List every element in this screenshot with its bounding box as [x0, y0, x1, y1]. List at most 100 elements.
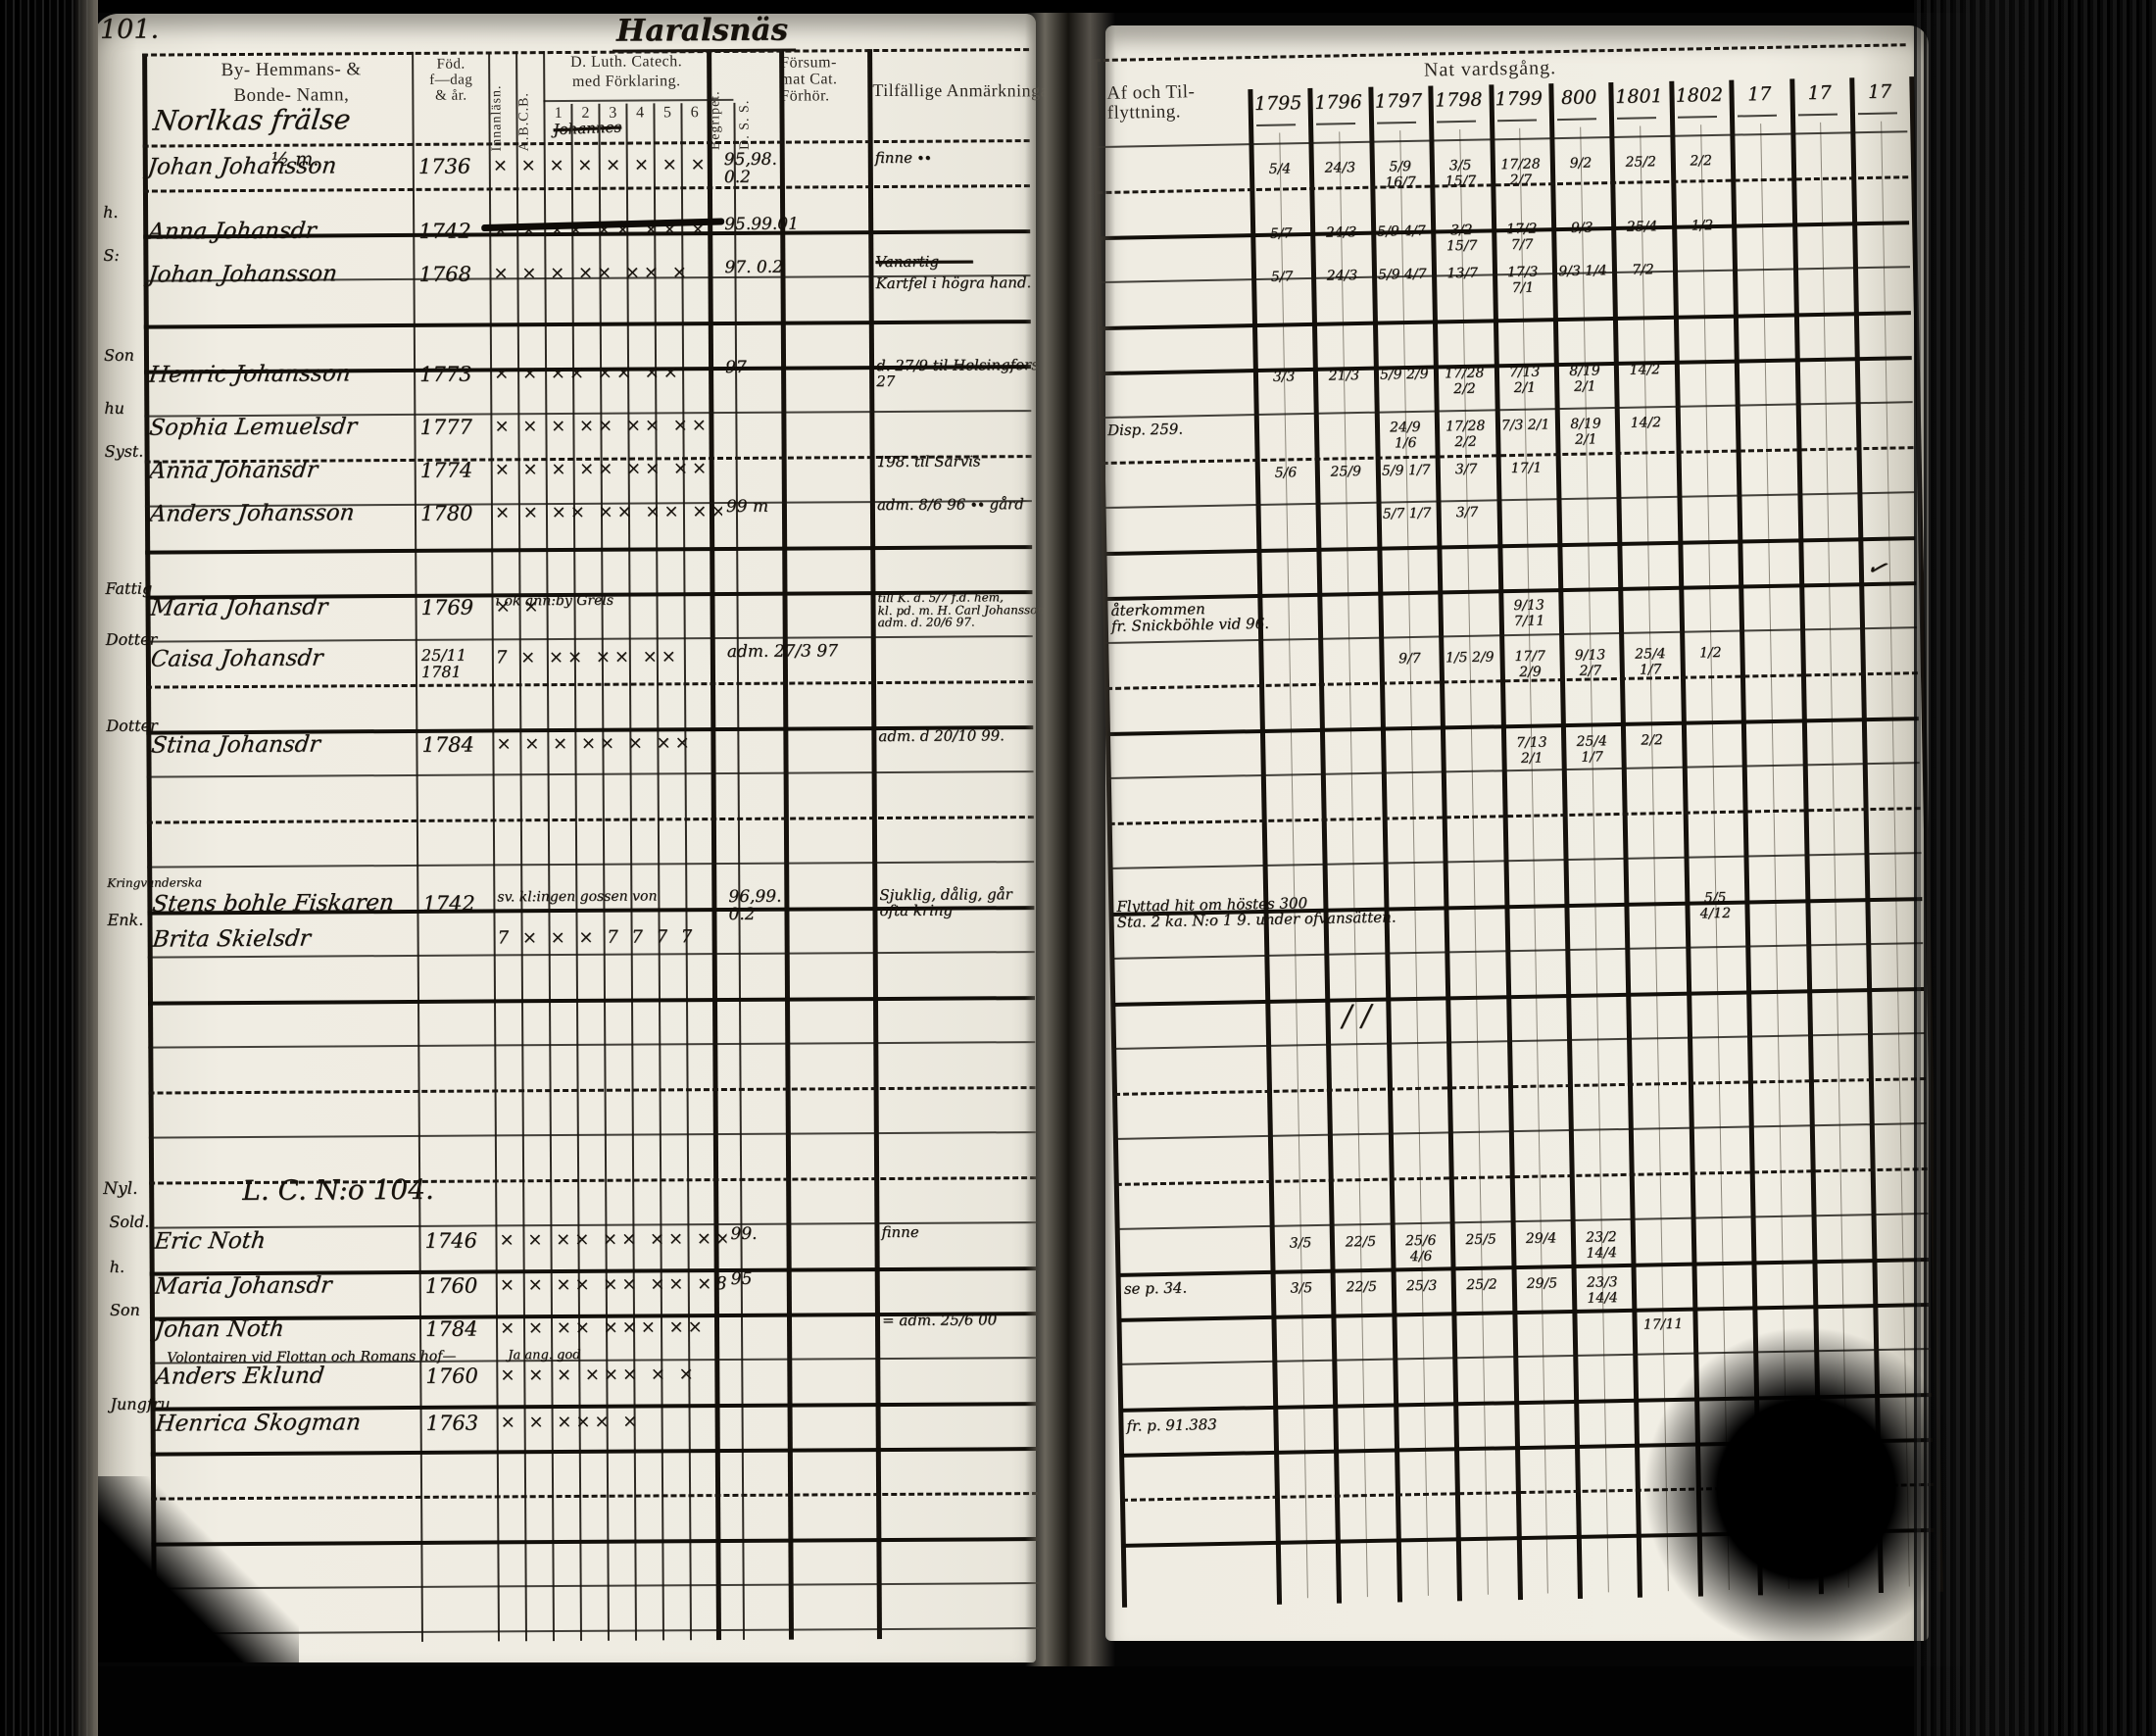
header-catechism-line1: D. Luth. Catech. — [570, 53, 683, 71]
year-label: 1798 — [1434, 88, 1483, 112]
communion-date: 5/4 — [1268, 161, 1292, 177]
row-prefix: Kringvanderska — [107, 875, 203, 890]
communion-date: 5/9 4/7 — [1377, 266, 1427, 283]
birth-year: 1784 — [421, 732, 474, 757]
catechism-marks: × × × ×× ×× ×× — [494, 460, 711, 480]
scan-border-bottom — [0, 1666, 2156, 1736]
right-rows: 5/4 24/3 5/9 16/7 3/5 15/7 17/28 2/7 9/2 25/2 2… — [1090, 18, 1913, 1435]
communion-date: 21/3 — [1328, 368, 1360, 384]
birth-year: 1780 — [419, 501, 473, 525]
birth-year: 1763 — [425, 1411, 479, 1435]
grid-rowline — [1096, 130, 1908, 149]
grid-rowline — [148, 1086, 1036, 1095]
communion-date: 17/3 7/1 — [1506, 264, 1539, 297]
catechism-marks: × × ×× ×× ×× ×× — [494, 503, 723, 523]
catechism-marks: × × × × × × × × — [492, 156, 710, 176]
scan-border-top — [0, 0, 2156, 13]
forsummat-value: adm. 27/3 97 — [726, 641, 839, 662]
year-label: 1799 — [1494, 87, 1544, 111]
grid-rowline — [1114, 1122, 1927, 1140]
row-prefix: hu — [104, 398, 124, 418]
grid-rowline — [1112, 987, 1925, 1007]
catechism-number: 4 — [636, 104, 645, 122]
grid-rowline — [148, 1131, 1036, 1139]
birth-year: 1760 — [424, 1273, 478, 1298]
birth-year: 1773 — [419, 362, 472, 386]
grid-vline — [412, 51, 424, 1642]
communion-date: 5/6 — [1274, 465, 1298, 481]
scan-shadow-corner — [93, 1476, 299, 1662]
communion-date: 22/5 — [1345, 1233, 1377, 1251]
grid-rowline — [1115, 1167, 1928, 1186]
person-name-text: Maria Johansdr — [153, 1272, 333, 1300]
row-prefix: Son — [109, 1300, 140, 1319]
grid-rowline — [1111, 942, 1924, 960]
communion-date: 24/9 1/6 — [1389, 419, 1421, 452]
communion-date: 3/5 15/7 — [1445, 157, 1477, 190]
year-underline — [1316, 123, 1356, 125]
birth-year: 1769 — [420, 595, 474, 620]
birth-year: 1736 — [417, 154, 471, 178]
person-name: Caisa Johansdr — [149, 645, 417, 671]
header-innanlasning: Innanläsn. — [489, 84, 505, 152]
communion-date: 13/7 — [1446, 265, 1479, 282]
communion-date: 1/2 — [1690, 218, 1714, 234]
communion-date: 2/2 — [1690, 153, 1713, 170]
year-label: 1802 — [1675, 83, 1724, 107]
catechism-marks: 7 × × × 7 7 7 7 — [497, 928, 697, 949]
grid-vline — [488, 51, 501, 1642]
year-underline — [1557, 118, 1597, 122]
communion-date: 17/2 7/7 — [1505, 221, 1538, 254]
communion-date: 1/2 — [1698, 644, 1722, 662]
grid-rowline — [1109, 852, 1922, 869]
book-spine — [0, 0, 98, 1736]
communion-date: 5/7 1/7 — [1382, 505, 1432, 522]
person-name-text: Maria Johansdr — [149, 594, 329, 621]
catechism-number: 5 — [662, 104, 672, 122]
grid-vline — [625, 103, 638, 1641]
forsummat-value: 99. — [730, 1223, 758, 1244]
grid-vline — [653, 103, 665, 1641]
year-underline — [1617, 117, 1657, 120]
year-label: 1796 — [1314, 90, 1362, 114]
header-dss: D. S. S. — [737, 99, 753, 150]
header-catechism-line2: med Förklaring. — [571, 73, 681, 90]
grid-vline — [1428, 85, 1463, 1602]
person-name: Anders Eklund — [154, 1363, 421, 1389]
grid-vline — [1368, 86, 1402, 1603]
communion-date: 14/2 — [1629, 362, 1661, 378]
grid-vline — [1307, 87, 1343, 1604]
year-underline — [1437, 120, 1477, 124]
communion-date: 29/4 — [1525, 1230, 1557, 1247]
communion-date: 5/9 2/9 — [1379, 366, 1429, 383]
right-grid — [1090, 18, 1944, 1608]
person-name: Maria Johansdr — [153, 1272, 421, 1300]
header-nattvardsgang: Nat vardsgång. — [1423, 57, 1557, 81]
catechism-marks: × × ×× ××× ×× — [500, 1317, 707, 1339]
catechism-marks: × × × ×× × ×× — [496, 734, 694, 755]
section-heading: L. C. N:o 104. — [242, 1172, 434, 1208]
person-name-text: Anna Johansdr — [146, 218, 318, 245]
person-name-text: Stina Johansdr — [149, 731, 322, 759]
flyttning-note: fr. p. 91.383 — [1126, 1414, 1217, 1435]
year-label: 17 — [1867, 80, 1892, 103]
person-name: Henrica Skogman — [154, 1410, 422, 1437]
person-name-text: Anna Johansdr — [148, 457, 319, 484]
grid-vline — [598, 103, 611, 1641]
communion-date: 17/1 — [1510, 460, 1543, 477]
year-label: 1797 — [1374, 89, 1423, 113]
person-name-text: Sophia Lemuelsdr — [147, 414, 359, 441]
header-village-handwritten: Norlkas frälse — [151, 103, 353, 137]
forsummat-value: 96,99. 0.2 — [728, 886, 782, 924]
person-name: Sophia Lemuelsdr — [147, 414, 416, 441]
forsummat-value: 95 — [730, 1268, 753, 1289]
person-name-text: Henrica Skogman — [154, 1410, 363, 1437]
person-name-text: Stens bohle Fiskaren — [150, 890, 396, 918]
communion-date: 9/3 — [1570, 220, 1593, 236]
stray-slash-marks: ∕ ∕ — [1342, 998, 1372, 1034]
forsummat-value: 99 m — [725, 496, 769, 517]
grid-rowline — [145, 545, 1033, 555]
communion-date: 17/28 2/7 — [1500, 156, 1541, 189]
grid-vline — [707, 50, 722, 1641]
year-underline — [1857, 112, 1897, 116]
